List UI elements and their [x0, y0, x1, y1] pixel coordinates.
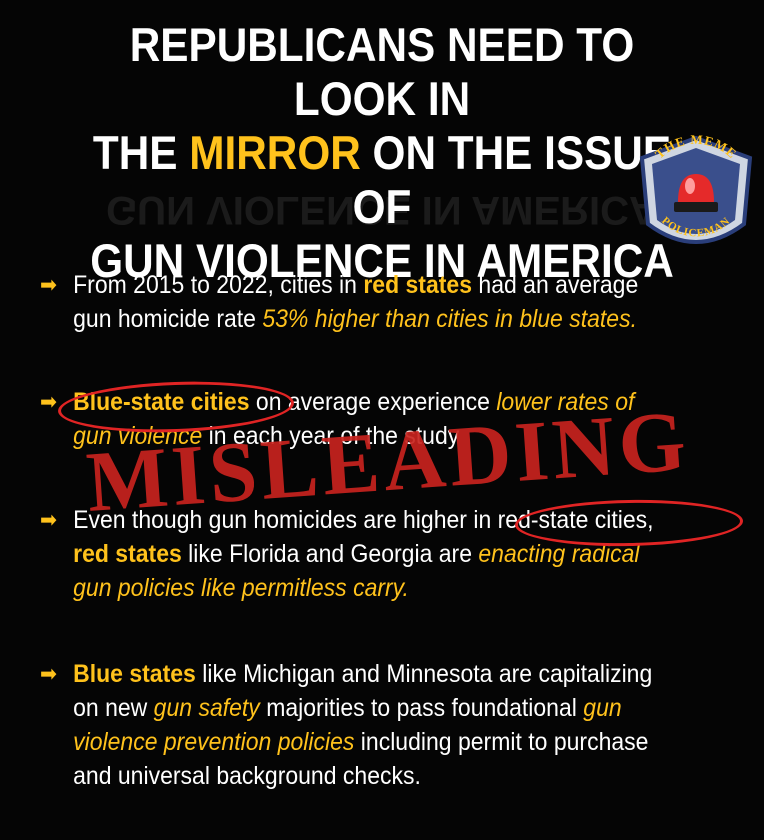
bullet-1-text-b: had an average gun homicide rate	[73, 271, 639, 333]
bullet-2-text-b: in each year of the study	[202, 422, 460, 450]
bullet-3-text-a: Even though gun homicides are higher in	[73, 506, 498, 534]
bullet-2-highlight: Blue-state cities	[73, 388, 250, 416]
headline: REPUBLICANS NEED TO LOOK IN THE MIRROR O…	[65, 18, 699, 288]
right-arrow-icon: ➡	[40, 272, 57, 297]
right-arrow-icon: ➡	[40, 389, 57, 414]
right-arrow-icon: ➡	[40, 507, 57, 532]
bullet-2-text-a: on average experience	[249, 388, 497, 416]
bullet-4-italic-b: gun violence prevention policies	[73, 694, 622, 756]
headline-line-2: THE MIRROR ON THE ISSUE OF	[65, 126, 699, 234]
headline-accent-word: MIRROR	[189, 126, 361, 179]
bullet-1-highlight: red states	[363, 271, 473, 299]
siren-icon	[674, 174, 718, 212]
bullet-item-3: ➡ Even though gun homicides are higher i…	[40, 503, 675, 605]
bullet-4-text-a: like Michigan and Minnesota are capitali…	[73, 660, 653, 722]
bullet-4-text-c: including permit to purchase and univers…	[73, 728, 649, 790]
bullet-3-text-c: like Florida and Georgia are	[181, 540, 479, 568]
right-arrow-icon: ➡	[40, 661, 57, 686]
headline-line-2-post: ON THE ISSUE OF	[352, 126, 672, 233]
meme-policeman-badge: THE MEME POLICEMAN	[639, 132, 753, 244]
headline-line-1: REPUBLICANS NEED TO LOOK IN	[129, 18, 635, 125]
headline-line-3: GUN VIOLENCE IN AMERICA	[90, 234, 674, 287]
bullet-item-4: ➡ Blue states like Michigan and Minnesot…	[40, 657, 675, 793]
headline-line-2-pre: THE	[92, 126, 190, 179]
bullet-item-1: ➡ From 2015 to 2022, cities in red state…	[40, 268, 675, 336]
bullet-3-italic: enacting radical gun policies like permi…	[73, 540, 640, 602]
bullet-item-2: ➡ Blue-state cities on average experienc…	[40, 385, 675, 453]
bullet-4-highlight: Blue states	[73, 660, 196, 688]
bullet-4-text-b: majorities to pass foundational	[259, 694, 584, 722]
bullet-1-text-a: From 2015 to 2022, cities in	[73, 271, 364, 299]
bullet-2-italic: lower rates of gun violence	[73, 388, 635, 450]
bullet-3-text-b: red-state cities,	[497, 506, 654, 534]
bullet-1-italic: 53% higher than cities in blue states.	[262, 305, 637, 333]
bullet-4-italic-a: gun safety	[153, 694, 260, 722]
bullet-3-highlight: red states	[73, 540, 182, 568]
